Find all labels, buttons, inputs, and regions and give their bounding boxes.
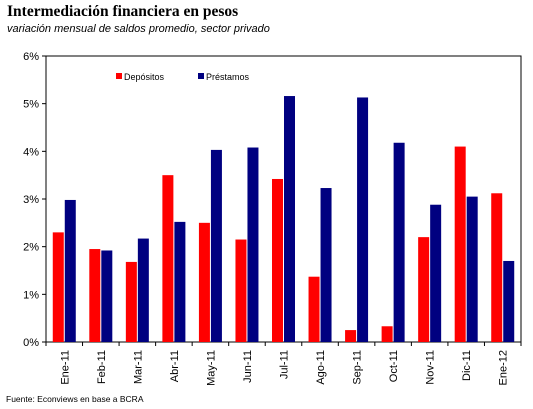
bar-depositos [235, 239, 247, 342]
bar-prestamos [503, 260, 515, 342]
legend-swatch-prestamos [198, 73, 204, 79]
bar-depositos [162, 175, 174, 342]
y-tick-label: 4% [23, 146, 39, 158]
bar-prestamos [284, 96, 295, 342]
bar-depositos [198, 222, 210, 342]
y-tick-label: 3% [23, 194, 39, 206]
bars [52, 96, 515, 342]
source-note: Fuente: Econviews en base a BCRA [6, 394, 144, 404]
bar-depositos [89, 249, 101, 342]
bar-depositos [381, 326, 393, 342]
y-tick-label: 0% [23, 337, 39, 349]
bar-depositos [418, 237, 430, 342]
bar-depositos [272, 178, 283, 342]
bar-prestamos [210, 149, 222, 342]
bar-prestamos [430, 204, 442, 342]
y-tick-label: 6% [23, 51, 39, 63]
bar-prestamos [64, 199, 76, 342]
bar-depositos [454, 146, 466, 342]
x-tick-label: Oct-11 [388, 350, 400, 382]
x-tick-label: Jun-11 [242, 350, 254, 383]
bar-prestamos [174, 221, 186, 342]
legend-swatch-depositos [116, 73, 122, 79]
plot-frame [45, 55, 522, 343]
x-tick-label: Ene-11 [59, 350, 71, 385]
y-tick-labels: 0% 1% 2% 3% 4% 5% 6% [23, 51, 39, 349]
bar-depositos [125, 261, 137, 342]
bar-depositos [52, 232, 64, 342]
x-tick-label: Abr-11 [169, 350, 181, 382]
bar-prestamos [466, 196, 478, 342]
bar-depositos [491, 193, 503, 342]
bar-prestamos [247, 147, 259, 342]
x-tick-label: May-11 [205, 350, 217, 386]
y-tick-label: 5% [23, 99, 39, 111]
x-tick-label: Jul-11 [279, 350, 291, 379]
x-tick-label: Dic-11 [461, 350, 473, 381]
bar-prestamos [137, 238, 149, 342]
x-tick-label: Feb-11 [96, 350, 108, 384]
y-tick-label: 1% [23, 289, 39, 301]
chart-title: Intermediación financiera en pesos [7, 3, 239, 20]
legend: Depósitos Préstamos [116, 72, 250, 82]
x-tick-label: Ago-11 [315, 350, 327, 385]
bar-prestamos [393, 142, 405, 342]
x-tick-label: Sep-11 [352, 350, 364, 385]
x-tick-label: Mar-11 [132, 350, 144, 384]
bar-prestamos [357, 97, 369, 342]
bar-prestamos [320, 188, 332, 342]
bar-depositos [345, 330, 357, 342]
bar-depositos [308, 276, 320, 342]
x-tick-label: Ene-12 [498, 350, 510, 385]
y-tick-label: 2% [23, 242, 39, 254]
legend-label-depositos: Depósitos [124, 72, 165, 82]
chart-subtitle: variación mensual de saldos promedio, se… [7, 23, 270, 35]
legend-label-prestamos: Préstamos [206, 72, 250, 82]
x-tick-label: Nov-11 [425, 350, 437, 385]
x-tick-labels: Ene-11 Feb-11 Mar-11 Abr-11 May-11 Jun-11 Jul-… [59, 350, 509, 386]
axes [42, 55, 522, 346]
bar-prestamos [101, 250, 113, 342]
